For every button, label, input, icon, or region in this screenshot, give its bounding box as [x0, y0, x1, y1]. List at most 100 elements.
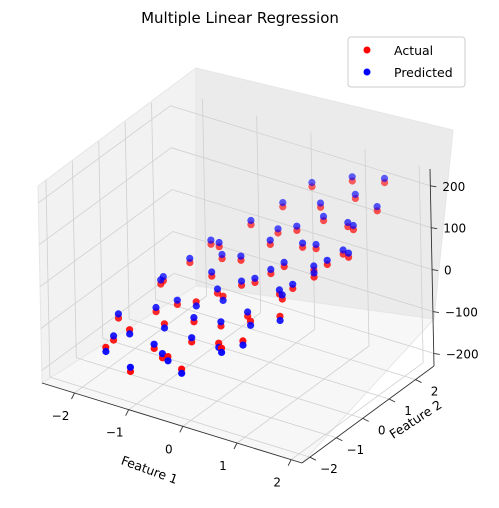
gridline-y-floor — [49, 376, 311, 458]
point-predicted — [289, 280, 297, 288]
z-tick-mark — [432, 311, 439, 313]
z-tick-label: −100 — [445, 306, 478, 320]
point-predicted — [157, 276, 165, 284]
point-predicted — [380, 174, 389, 182]
point-predicted — [339, 246, 347, 254]
point-predicted — [186, 254, 194, 262]
point-predicted — [207, 236, 215, 244]
point-predicted — [308, 178, 316, 187]
gridline-z-left — [38, 105, 171, 204]
point-predicted — [274, 225, 282, 233]
y-tick-mark — [362, 417, 369, 422]
gridline-y-floor — [129, 318, 390, 400]
axis-lines — [41, 168, 435, 464]
y-tick-label: 0 — [378, 423, 386, 437]
gridline-z-left — [41, 273, 174, 371]
point-predicted — [293, 222, 301, 230]
z-axis-line — [429, 168, 435, 367]
point-predicted — [310, 262, 318, 270]
x-tick-mark — [287, 459, 292, 466]
gridlines — [38, 98, 434, 460]
axis-panes — [37, 67, 454, 464]
point-predicted — [278, 291, 286, 299]
y-tick-label: −2 — [320, 462, 338, 476]
point-predicted — [219, 296, 227, 304]
y-tick-mark — [336, 437, 343, 442]
z-tick-label: −200 — [446, 347, 479, 361]
point-predicted — [102, 347, 110, 356]
z-tick-mark — [430, 185, 437, 188]
legend-box — [347, 36, 466, 88]
x-tick-mark — [125, 409, 130, 416]
y-axis-line — [301, 365, 435, 464]
point-predicted — [160, 324, 169, 332]
point-predicted — [114, 310, 122, 318]
point-predicted — [351, 190, 359, 198]
point-predicted — [247, 321, 255, 329]
point-predicted — [208, 268, 216, 276]
x-tick-mark — [71, 392, 75, 400]
legend: Actual Predicted — [347, 36, 466, 88]
gridline-y-left — [45, 180, 51, 378]
point-predicted — [188, 334, 196, 342]
point-predicted — [348, 173, 356, 181]
point-predicted — [164, 357, 172, 365]
point-predicted — [279, 199, 287, 207]
y-tick-mark — [415, 379, 422, 383]
tick-marks — [71, 185, 440, 466]
gridline-z-back — [171, 147, 432, 229]
x-tick-label: −1 — [106, 426, 124, 440]
point-predicted — [239, 341, 247, 349]
gridline-z-back — [170, 105, 431, 187]
point-predicted — [310, 269, 318, 277]
point-predicted — [266, 236, 274, 244]
gridline-x-back — [202, 98, 207, 297]
y-tick-label: −1 — [346, 443, 364, 457]
gridline-x-back — [418, 165, 424, 363]
gridline-z-left — [39, 189, 173, 287]
z-tick-label: 0 — [444, 264, 452, 278]
gridline-y-left — [98, 141, 104, 339]
gridline-x-floor — [74, 295, 207, 394]
x-tick-label: 0 — [165, 442, 173, 456]
x-tick-mark — [233, 442, 238, 450]
point-predicted — [213, 285, 222, 293]
x-axis-line — [41, 382, 303, 464]
point-predicted — [280, 258, 288, 266]
point-predicted — [247, 216, 255, 225]
point-predicted — [319, 212, 328, 220]
gridline-y-left — [124, 121, 130, 319]
gridline-y-left — [151, 102, 156, 300]
x-tick-label: 1 — [219, 459, 227, 473]
chart-title: Multiple Linear Regression — [141, 9, 339, 27]
point-predicted — [251, 274, 259, 282]
y-tick-label: 1 — [404, 404, 412, 418]
legend-marker-predicted — [363, 68, 371, 76]
gridline-x-floor — [182, 329, 316, 427]
point-predicted — [215, 238, 223, 247]
x-axis-label: Feature 1 — [119, 453, 180, 487]
x-tick-label: −2 — [52, 409, 70, 423]
point-predicted — [217, 318, 225, 326]
legend-label-predicted: Predicted — [394, 65, 453, 80]
point-predicted — [152, 303, 160, 312]
y-tick-mark — [388, 398, 396, 403]
point-predicted — [276, 316, 284, 325]
point-predicted — [312, 240, 320, 249]
data-points — [102, 173, 389, 377]
x-tick-label: 2 — [273, 476, 281, 490]
point-predicted — [237, 252, 245, 260]
point-predicted — [349, 221, 357, 230]
point-predicted — [344, 218, 352, 227]
gridline-y-floor — [155, 299, 416, 380]
z-tick-label: 200 — [442, 180, 465, 194]
point-predicted — [150, 340, 158, 348]
gridline-y-left — [71, 160, 77, 358]
gridline-y-floor — [102, 337, 363, 419]
point-predicted — [110, 332, 118, 340]
y-axis-label: Feature 2 — [387, 397, 445, 442]
gridline-x-back — [310, 132, 316, 330]
gridline-x-back — [256, 115, 262, 313]
gridline-z-left — [40, 231, 174, 329]
